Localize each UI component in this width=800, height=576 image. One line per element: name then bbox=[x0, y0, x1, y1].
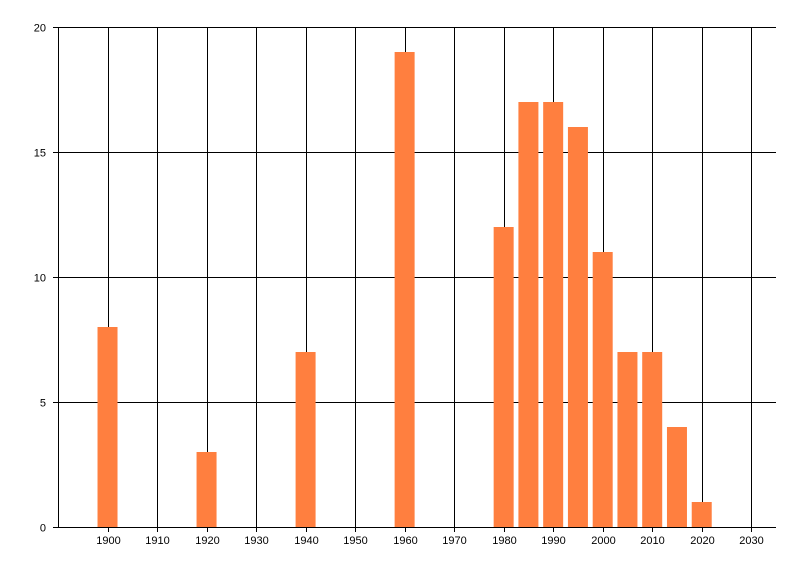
x-tick-label: 1940 bbox=[294, 535, 318, 547]
y-tick-label: 10 bbox=[34, 273, 46, 285]
bar bbox=[518, 102, 539, 527]
y-axis-ticks: 0 5 10 15 20 bbox=[34, 23, 58, 535]
bar bbox=[97, 327, 118, 527]
x-tick-label: 1910 bbox=[145, 535, 169, 547]
x-tick-label: 1960 bbox=[393, 535, 417, 547]
x-tick-label: 2010 bbox=[640, 535, 664, 547]
bar bbox=[295, 352, 316, 527]
y-tick-label: 5 bbox=[40, 398, 46, 410]
bar bbox=[543, 102, 564, 527]
y-tick-label: 0 bbox=[40, 523, 46, 535]
bar bbox=[617, 352, 638, 527]
grid-lines bbox=[58, 27, 776, 528]
x-tick-label: 1980 bbox=[492, 535, 516, 547]
bar bbox=[493, 227, 514, 527]
x-tick-label: 2030 bbox=[739, 535, 763, 547]
x-tick-label: 2000 bbox=[591, 535, 615, 547]
x-tick-label: 1990 bbox=[541, 535, 565, 547]
x-tick-label: 1900 bbox=[96, 535, 120, 547]
x-tick-label: 2020 bbox=[690, 535, 714, 547]
y-tick-label: 20 bbox=[34, 23, 46, 35]
x-axis-ticks: 1900 1910 1920 1930 1940 1950 1960 1970 1980 1990… bbox=[96, 527, 764, 547]
bar bbox=[642, 352, 663, 527]
axes bbox=[58, 27, 776, 528]
y-tick-label: 15 bbox=[34, 148, 46, 160]
x-tick-label: 1950 bbox=[343, 535, 367, 547]
x-tick-label: 1970 bbox=[442, 535, 466, 547]
bar bbox=[666, 427, 687, 527]
bar bbox=[691, 502, 712, 527]
x-tick-label: 1930 bbox=[244, 535, 268, 547]
x-tick-label: 1920 bbox=[195, 535, 219, 547]
bar bbox=[394, 52, 415, 527]
bar bbox=[196, 452, 217, 527]
bars bbox=[97, 52, 712, 527]
bar bbox=[567, 127, 588, 527]
bar bbox=[592, 252, 613, 527]
